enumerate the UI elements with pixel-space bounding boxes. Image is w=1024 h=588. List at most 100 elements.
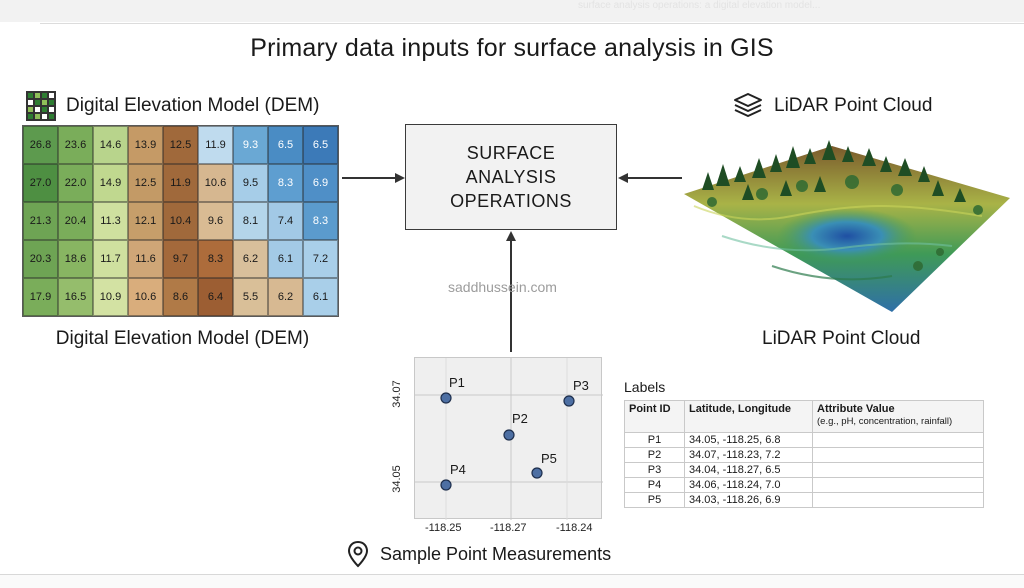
header-lat-lon: Latitude, Longitude — [684, 400, 813, 433]
dem-cell: 8.1 — [233, 202, 268, 240]
dem-cell: 6.2 — [233, 240, 268, 278]
table-row: P5 34.03, -118.26, 6.9 — [624, 492, 984, 508]
table-cell-attr — [812, 432, 984, 448]
dem-heading-label: Digital Elevation Model (DEM) — [66, 95, 320, 116]
layers-icon — [734, 93, 762, 117]
dem-cell: 7.4 — [268, 202, 303, 240]
dem-cell: 8.3 — [268, 164, 303, 202]
point-label-p2: P2 — [512, 411, 528, 426]
point-label-p5: P5 — [541, 451, 557, 466]
dem-cell: 6.5 — [268, 126, 303, 164]
top-strip-text: surface analysis operations: a digital e… — [578, 0, 821, 11]
table-cell-id: P1 — [624, 432, 685, 448]
table-cell-latlon: 34.03, -118.26, 6.9 — [684, 492, 813, 508]
table-header-row: Point ID Latitude, Longitude Attribute V… — [624, 400, 984, 433]
sample-heading: Sample Point Measurements — [346, 540, 611, 568]
dem-cell: 14.9 — [93, 164, 128, 202]
dem-cell: 13.9 — [128, 126, 163, 164]
table-row: P4 34.06, -118.24, 7.0 — [624, 477, 984, 493]
table-cell-attr — [812, 477, 984, 493]
lidar-point-cloud-image — [684, 140, 1010, 312]
dem-cell: 6.1 — [303, 278, 338, 316]
table-cell-latlon: 34.06, -118.24, 7.0 — [684, 477, 813, 493]
x-tick-label-3: -118.24 — [556, 522, 593, 534]
top-divider — [40, 23, 1024, 24]
dem-cell: 12.5 — [163, 126, 198, 164]
y-tick-label-bottom: 34.05 — [390, 465, 403, 493]
dem-cell: 11.9 — [163, 164, 198, 202]
dem-cell: 11.7 — [93, 240, 128, 278]
labels-title: Labels — [624, 379, 666, 395]
dem-cell: 6.4 — [198, 278, 233, 316]
sample-point-map — [414, 357, 603, 520]
point-marker-p1 — [440, 392, 452, 404]
sample-heading-label: Sample Point Measurements — [380, 543, 612, 564]
page-title: Primary data inputs for surface analysis… — [250, 34, 774, 62]
dem-cell: 8.3 — [303, 202, 338, 240]
bottom-divider — [0, 574, 1024, 575]
dem-cell: 20.3 — [23, 240, 58, 278]
dem-cell: 6.5 — [303, 126, 338, 164]
dem-cell: 26.8 — [23, 126, 58, 164]
dem-cell: 20.4 — [58, 202, 93, 240]
header-attribute-value: Attribute Value (e.g., pH, concentration… — [812, 400, 984, 433]
top-strip: surface analysis operations: a digital e… — [0, 0, 1024, 22]
dem-cell: 16.5 — [58, 278, 93, 316]
table-cell-id: P4 — [624, 477, 685, 493]
dem-cell: 10.4 — [163, 202, 198, 240]
dem-cell: 21.3 — [23, 202, 58, 240]
dem-caption: Digital Elevation Model (DEM) — [55, 328, 310, 349]
point-marker-p4 — [440, 479, 452, 491]
dem-cell: 22.0 — [58, 164, 93, 202]
dem-cell: 9.7 — [163, 240, 198, 278]
dem-cell: 18.6 — [58, 240, 93, 278]
y-tick-label-top: 34.07 — [390, 380, 403, 408]
header-attribute-label: Attribute Value — [817, 403, 895, 415]
table-row: P2 34.07, -118.23, 7.2 — [624, 447, 984, 463]
dem-cell: 5.5 — [233, 278, 268, 316]
lidar-heading-label: LiDAR Point Cloud — [774, 95, 933, 116]
dem-cell: 10.6 — [128, 278, 163, 316]
dem-cell: 7.2 — [303, 240, 338, 278]
table-cell-id: P2 — [624, 447, 685, 463]
header-attribute-hint: (e.g., pH, concentration, rainfall) — [817, 416, 953, 427]
dem-cell: 17.9 — [23, 278, 58, 316]
dem-cell: 9.5 — [233, 164, 268, 202]
dem-elevation-grid: 26.8 23.6 14.6 13.9 12.5 11.9 9.3 6.5 6.5 27.0 22.… — [22, 125, 339, 317]
dem-cell: 6.1 — [268, 240, 303, 278]
dem-cell: 8.6 — [163, 278, 198, 316]
point-attribute-table: Point ID Latitude, Longitude Attribute V… — [624, 400, 984, 508]
table-cell-attr — [812, 447, 984, 463]
lidar-heading: LiDAR Point Cloud — [732, 92, 932, 120]
dem-cell: 8.3 — [198, 240, 233, 278]
table-cell-latlon: 34.05, -118.25, 6.8 — [684, 432, 813, 448]
table-cell-latlon: 34.07, -118.23, 7.2 — [684, 447, 813, 463]
table-row: P1 34.05, -118.25, 6.8 — [624, 432, 984, 448]
dem-cell: 14.6 — [93, 126, 128, 164]
surface-analysis-box: SURFACE ANALYSIS OPERATIONS — [405, 124, 617, 230]
point-marker-p3 — [563, 395, 575, 407]
point-label-p4: P4 — [450, 462, 466, 477]
bottom-strip — [0, 575, 1024, 588]
dem-cell: 6.9 — [303, 164, 338, 202]
dem-cell: 11.6 — [128, 240, 163, 278]
grid-icon — [26, 91, 56, 121]
table-cell-latlon: 34.04, -118.27, 6.5 — [684, 462, 813, 478]
dem-heading: Digital Elevation Model (DEM) — [26, 91, 320, 121]
dem-cell: 6.2 — [268, 278, 303, 316]
table-cell-attr — [812, 462, 984, 478]
point-label-p3: P3 — [573, 378, 589, 393]
dem-cell: 12.5 — [128, 164, 163, 202]
dem-cell: 10.6 — [198, 164, 233, 202]
point-marker-p5 — [531, 467, 543, 479]
header-point-id: Point ID — [624, 400, 685, 433]
dem-cell: 12.1 — [128, 202, 163, 240]
x-tick-label-2: -118.27 — [490, 522, 527, 534]
table-row: P3 34.04, -118.27, 6.5 — [624, 462, 984, 478]
x-tick-label-1: -118.25 — [425, 522, 462, 534]
table-cell-id: P3 — [624, 462, 685, 478]
point-marker-p2 — [503, 429, 515, 441]
dem-cell: 11.3 — [93, 202, 128, 240]
table-cell-id: P5 — [624, 492, 685, 508]
